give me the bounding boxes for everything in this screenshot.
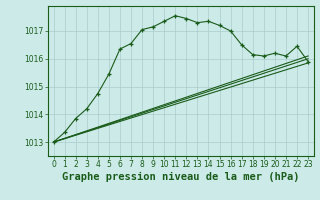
X-axis label: Graphe pression niveau de la mer (hPa): Graphe pression niveau de la mer (hPa) xyxy=(62,172,300,182)
